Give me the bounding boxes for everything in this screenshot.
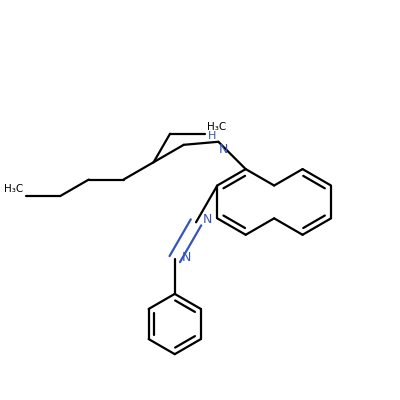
Text: H₃C: H₃C	[4, 184, 24, 194]
Text: N: N	[203, 213, 212, 226]
Text: H₃C: H₃C	[207, 122, 226, 132]
Text: N: N	[219, 142, 228, 156]
Text: N: N	[182, 251, 191, 264]
Text: H: H	[208, 131, 216, 141]
